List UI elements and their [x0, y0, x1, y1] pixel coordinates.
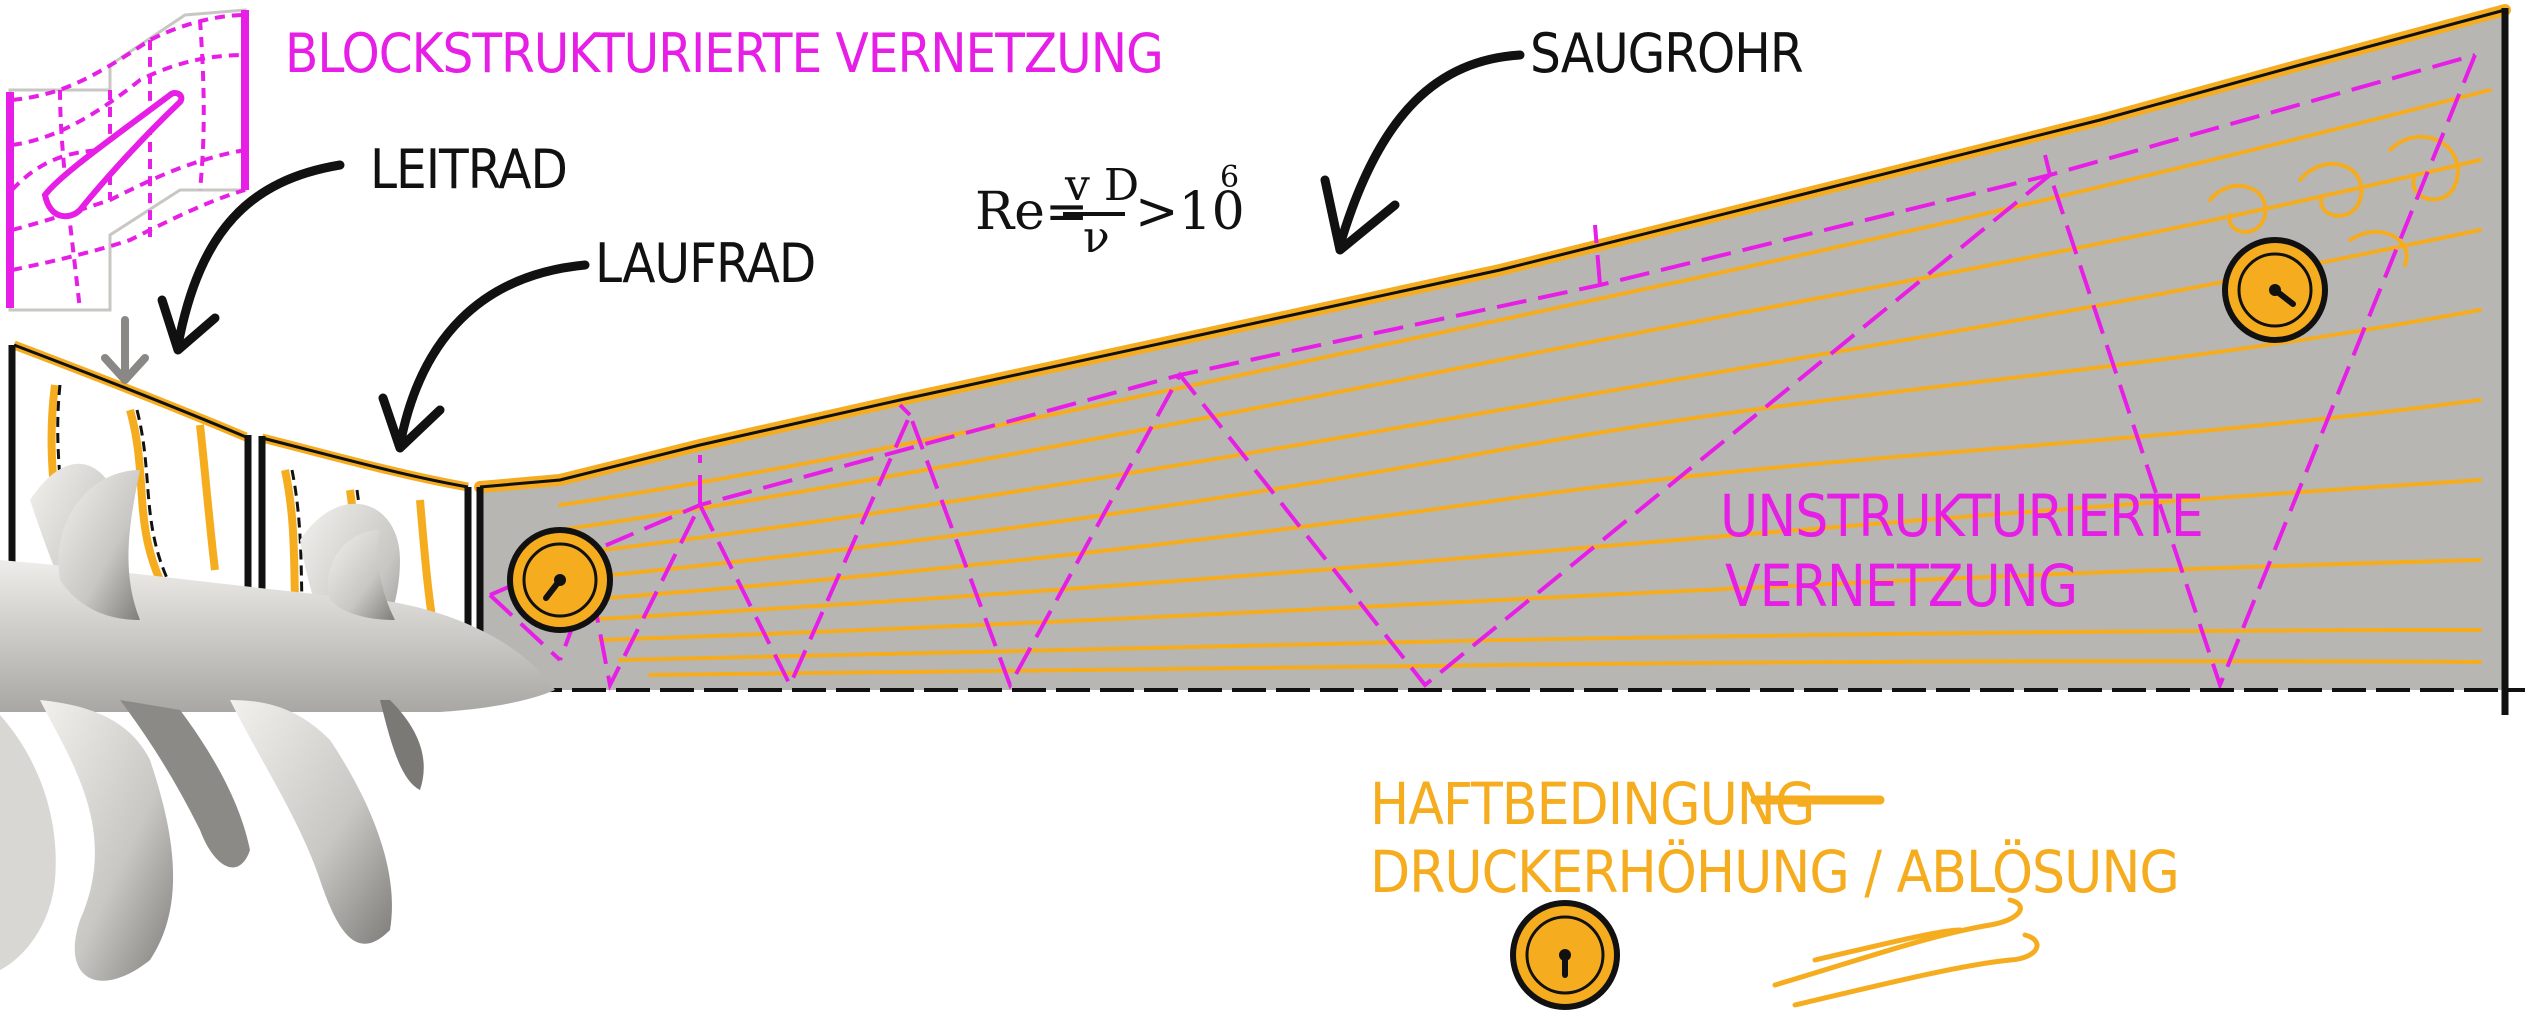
block-mesh-inset [6, 8, 249, 312]
saugrohr-label: SAUGROHR [1530, 22, 1804, 85]
draft-tube-domain [474, 4, 2511, 715]
haftbedingung-label: HAFTBEDINGUNG [1370, 770, 1815, 838]
leitrad-label: LEITRAD [370, 138, 568, 201]
formula-numerator: v D [1065, 160, 1140, 211]
fraction-bar [1063, 212, 1125, 216]
arrow-leitrad [157, 160, 345, 355]
pressure-gauge-icon [2222, 237, 2328, 343]
laufrad-label: LAUFRAD [595, 232, 816, 295]
turbine-hub [0, 470, 555, 981]
block-mesh-label: BLOCKSTRUKTURIERTE VERNETZUNG [285, 22, 1164, 85]
gray-arrow-icon [101, 316, 149, 384]
streamlines [558, 88, 2492, 677]
formula-denominator: ν [1083, 212, 1110, 263]
formula-relation: >10 [1135, 182, 1245, 242]
unstructured-mesh-label-2: VERNETZUNG [1725, 552, 2078, 620]
flow-wind-icon [1772, 897, 2040, 1008]
unstructured-mesh [488, 53, 2477, 692]
arrow-saugrohr [1320, 50, 1525, 255]
pressure-gauge-icon [1510, 900, 1620, 1010]
unstructured-mesh-label-1: UNSTRUKTURIERTE [1720, 482, 2204, 550]
reynolds-formula: Re= v D ν >10 6 [975, 160, 1245, 270]
pressure-gauge-icon [507, 527, 613, 633]
arrow-laufrad [378, 260, 590, 453]
druckerhoehung-label: DRUCKERHÖHUNG / ABLÖSUNG [1370, 838, 2180, 906]
formula-exponent: 6 [1220, 160, 1240, 195]
